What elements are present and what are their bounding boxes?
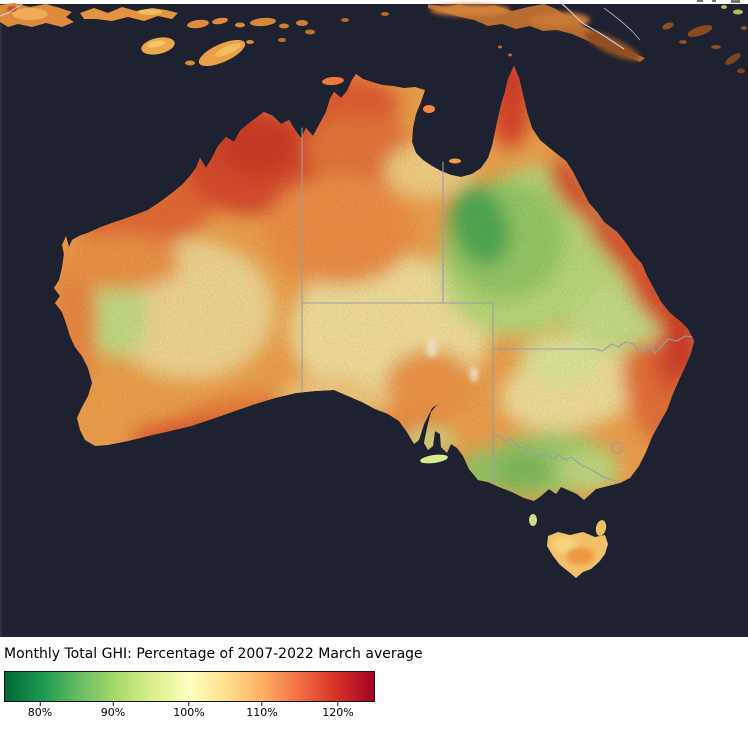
- colorbar-tick-90: 90%: [101, 702, 125, 719]
- colorbar-gradient: [4, 671, 375, 702]
- tick-mark: [188, 702, 190, 706]
- act-border: [611, 441, 623, 455]
- tick-mark: [39, 702, 41, 706]
- png-border-river-line: [561, 3, 625, 50]
- tick-mark: [261, 702, 263, 706]
- qld-nsw-border: [492, 335, 693, 354]
- state-borders: [301, 127, 693, 485]
- indonesia-border-line: [0, 3, 23, 17]
- tick-label: 90%: [100, 706, 126, 719]
- colorbar-tick-120: 120%: [322, 702, 354, 719]
- colorbar: 80% 90% 100% 110% 120%: [4, 671, 375, 719]
- australia-ghi-map: [0, 3, 748, 637]
- offshore-islands: [322, 76, 607, 536]
- tick-label: 110%: [246, 706, 278, 719]
- tick-label: 100%: [173, 706, 205, 719]
- papua-new-guinea: [428, 3, 747, 74]
- cropped-text-fragment: [0, 0, 748, 4]
- indonesia-islands: [0, 3, 389, 67]
- tick-label: 120%: [322, 706, 354, 719]
- left-edge-artifact: [0, 4, 2, 637]
- png-river-line: [603, 7, 641, 41]
- colorbar-title: Monthly Total GHI: Percentage of 2007-20…: [4, 646, 423, 662]
- colorbar-tick-80: 80%: [28, 702, 52, 719]
- tick-mark: [337, 702, 339, 706]
- tasmania: [547, 532, 608, 578]
- tick-label: 80%: [27, 706, 53, 719]
- nsw-vic-border-murray-river: [492, 433, 617, 482]
- colorbar-tick-100: 100%: [173, 702, 205, 719]
- tick-mark: [112, 702, 114, 706]
- colorbar-tick-110: 110%: [246, 702, 278, 719]
